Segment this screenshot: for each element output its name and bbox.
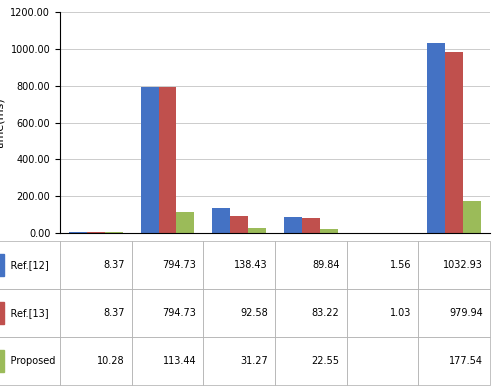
Y-axis label: time(ms): time(ms) — [0, 97, 5, 148]
Bar — [105, 231, 122, 233]
Bar — [445, 53, 463, 233]
Bar — [0, 350, 4, 372]
Bar — [212, 208, 230, 233]
Bar — [140, 87, 158, 233]
Bar — [248, 228, 266, 233]
Bar — [463, 201, 481, 233]
Bar — [230, 216, 248, 233]
Bar — [87, 232, 105, 233]
Bar — [158, 87, 176, 233]
Bar — [428, 42, 445, 233]
Bar — [0, 254, 4, 276]
Bar — [0, 302, 4, 324]
Bar — [69, 232, 87, 233]
Bar — [176, 212, 194, 233]
Bar — [320, 229, 338, 233]
Bar — [302, 218, 320, 233]
Bar — [284, 217, 302, 233]
